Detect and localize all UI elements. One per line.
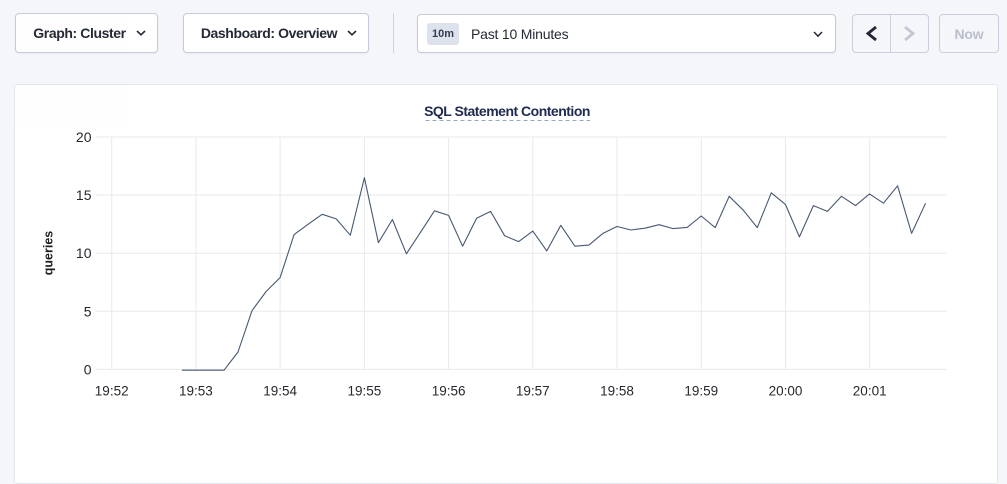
svg-text:19:55: 19:55 (348, 384, 382, 399)
svg-text:queries: queries (41, 231, 55, 276)
svg-text:5: 5 (84, 303, 92, 319)
svg-text:19:56: 19:56 (432, 384, 466, 399)
svg-text:19:54: 19:54 (263, 384, 297, 399)
svg-text:19:52: 19:52 (95, 384, 129, 399)
svg-text:19:58: 19:58 (600, 384, 634, 399)
svg-text:0: 0 (84, 361, 92, 377)
svg-text:15: 15 (76, 187, 92, 203)
svg-text:20:01: 20:01 (853, 384, 887, 399)
svg-text:19:57: 19:57 (516, 384, 550, 399)
svg-text:19:53: 19:53 (179, 384, 213, 399)
svg-text:19:59: 19:59 (684, 384, 718, 399)
svg-text:10: 10 (76, 245, 92, 261)
svg-text:20:00: 20:00 (769, 384, 803, 399)
svg-text:20: 20 (76, 129, 92, 145)
